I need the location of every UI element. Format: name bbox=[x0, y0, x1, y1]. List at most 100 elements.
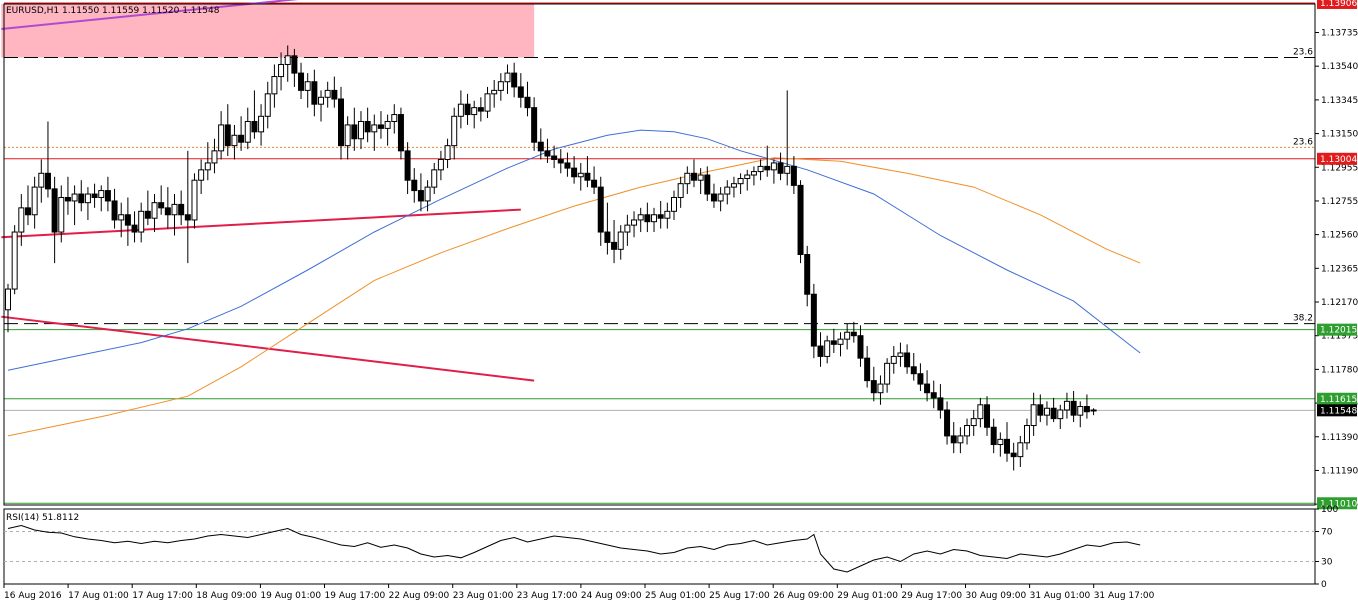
candle-body-104 bbox=[697, 174, 704, 181]
candle-body-154 bbox=[1030, 404, 1037, 427]
candle-101 bbox=[677, 176, 684, 208]
candle-body-109 bbox=[730, 183, 737, 188]
price-label-3: 1.11615 bbox=[1317, 392, 1357, 405]
candle-103 bbox=[690, 159, 697, 188]
y-tick-label-8: 1.12170 bbox=[1321, 298, 1358, 308]
candle-94 bbox=[631, 211, 638, 238]
candle-64 bbox=[431, 162, 438, 195]
candle-102 bbox=[684, 166, 691, 195]
candle-body-102 bbox=[684, 172, 691, 185]
candle-51 bbox=[344, 116, 351, 160]
candle-body-44 bbox=[298, 72, 305, 91]
candle-body-95 bbox=[637, 214, 644, 221]
candle-body-103 bbox=[690, 172, 697, 181]
candle-body-68 bbox=[457, 103, 464, 117]
candle-body-89 bbox=[597, 186, 604, 233]
candle-72 bbox=[484, 86, 491, 119]
candle-body-0 bbox=[5, 288, 11, 311]
candle-136 bbox=[910, 352, 917, 381]
candle-147 bbox=[984, 396, 991, 436]
candle-body-74 bbox=[497, 81, 504, 91]
candle-99 bbox=[664, 202, 671, 229]
candle-68 bbox=[457, 90, 464, 129]
candle-81 bbox=[544, 138, 551, 163]
candle-body-28 bbox=[191, 179, 198, 221]
candle-body-41 bbox=[278, 63, 285, 78]
candle-body-127 bbox=[850, 331, 857, 337]
candle-body-143 bbox=[957, 435, 964, 444]
candle-76 bbox=[511, 62, 518, 98]
candle-body-141 bbox=[944, 409, 951, 437]
frame-layer bbox=[3, 3, 1316, 585]
candle-1 bbox=[11, 225, 18, 295]
candle-32 bbox=[218, 111, 225, 160]
candle-108 bbox=[724, 180, 731, 205]
price-label-box-1 bbox=[1317, 152, 1357, 165]
x-tick-label-13: 29 Aug 01:00 bbox=[837, 591, 898, 601]
candle-115 bbox=[770, 159, 777, 184]
candle-body-9 bbox=[64, 196, 71, 202]
candle-body-39 bbox=[264, 93, 271, 117]
candle-116 bbox=[777, 152, 784, 181]
candle-body-30 bbox=[204, 162, 211, 171]
candle-body-80 bbox=[537, 141, 544, 152]
candle-body-117 bbox=[784, 165, 791, 174]
candle-body-129 bbox=[864, 357, 871, 382]
candle-body-138 bbox=[924, 383, 931, 394]
candle-body-101 bbox=[677, 183, 684, 198]
candle-89 bbox=[597, 176, 604, 246]
candle-body-45 bbox=[304, 81, 311, 91]
candle-body-5 bbox=[38, 172, 45, 188]
candle-body-147 bbox=[984, 404, 991, 428]
candle-body-24 bbox=[164, 207, 171, 216]
candle-144 bbox=[964, 418, 971, 445]
candle-125 bbox=[837, 332, 844, 357]
candle-body-59 bbox=[397, 114, 404, 152]
candle-48 bbox=[324, 81, 331, 108]
price-label-text-4: 1.11548 bbox=[1320, 406, 1357, 416]
candle-body-115 bbox=[770, 162, 777, 171]
price-label-text-5: 1.11010 bbox=[1320, 499, 1357, 509]
candle-22 bbox=[151, 194, 158, 233]
candle-body-36 bbox=[244, 120, 251, 143]
candle-149 bbox=[997, 432, 1004, 457]
candle-65 bbox=[437, 150, 444, 181]
candle-body-148 bbox=[990, 426, 997, 446]
candle-body-87 bbox=[584, 172, 591, 181]
x-tick-label-15: 30 Aug 09:00 bbox=[966, 591, 1027, 601]
price-label-box-4 bbox=[1317, 404, 1357, 417]
candle-158 bbox=[1057, 404, 1064, 429]
candle-104 bbox=[697, 168, 704, 195]
candle-3 bbox=[24, 185, 31, 226]
candle-body-76 bbox=[511, 72, 518, 88]
x-tick-label-6: 22 Aug 09:00 bbox=[389, 591, 450, 601]
rsi-label: RSI(14) 51.8112 bbox=[6, 513, 79, 523]
fib-label-0: 23.6 bbox=[1293, 48, 1313, 58]
candle-body-23 bbox=[158, 202, 165, 209]
candle-body-86 bbox=[577, 172, 584, 178]
candle-body-1 bbox=[11, 231, 18, 290]
candle-body-29 bbox=[198, 169, 205, 181]
x-tick-label-11: 25 Aug 17:00 bbox=[709, 591, 770, 601]
candle-16 bbox=[111, 188, 118, 229]
x-tick-label-9: 24 Aug 09:00 bbox=[581, 591, 642, 601]
candle-122 bbox=[817, 332, 824, 367]
candle-body-12 bbox=[84, 193, 91, 204]
candle-body-38 bbox=[258, 115, 265, 133]
candle-body-96 bbox=[644, 214, 651, 223]
candle-17 bbox=[118, 202, 125, 238]
candle-12 bbox=[84, 187, 91, 220]
rsi-tick-label-2: 30 bbox=[1321, 558, 1333, 568]
candle-body-107 bbox=[717, 193, 724, 202]
candle-109 bbox=[730, 176, 737, 198]
candle-body-8 bbox=[58, 196, 65, 233]
candle-87 bbox=[584, 156, 591, 188]
candle-body-19 bbox=[131, 224, 138, 233]
candle-100 bbox=[671, 190, 677, 220]
candle-41 bbox=[278, 52, 285, 91]
candle-body-70 bbox=[471, 107, 478, 116]
candle-21 bbox=[144, 190, 151, 226]
candle-body-94 bbox=[631, 219, 638, 226]
candle-43 bbox=[291, 48, 298, 87]
moving-average-layer bbox=[7, 129, 1141, 437]
